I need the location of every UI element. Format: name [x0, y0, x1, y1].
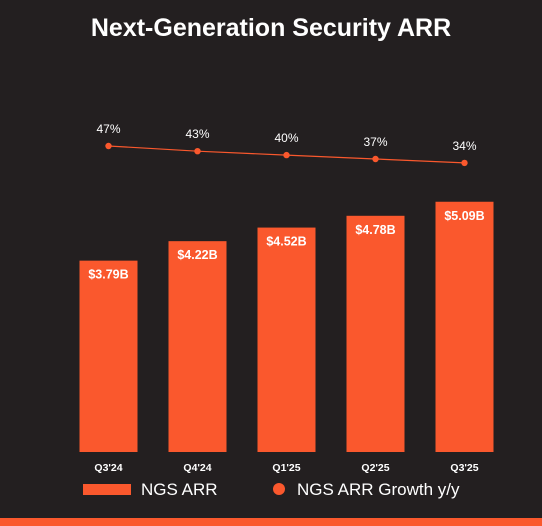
growth-point: [194, 148, 201, 155]
growth-label: 40%: [274, 131, 298, 145]
growth-line-layer: 47% 43% 40% 37% 34%: [96, 122, 477, 167]
chart-title: Next-Generation Security ARR: [91, 14, 451, 42]
ngs-arr-bar-label: $4.22B: [177, 248, 217, 262]
legend-line-marker: [273, 483, 285, 495]
x-axis-ticks: Q3'24 Q4'24 Q1'25 Q2'25 Q3'25: [94, 462, 478, 474]
ngs-arr-bar: [79, 260, 138, 452]
growth-point: [372, 155, 379, 163]
x-tick-label: Q4'24: [183, 462, 211, 474]
ngs-arr-bar: [168, 241, 227, 452]
x-tick-label: Q3'24: [94, 462, 122, 474]
ngs-arr-bar: [346, 215, 405, 452]
growth-label: 37%: [363, 135, 387, 149]
ngs-arr-bar-label: $4.52B: [266, 235, 306, 249]
x-tick-label: Q2'25: [361, 462, 389, 474]
x-tick-label: Q3'25: [450, 462, 478, 474]
ngs-arr-bar-label: $5.09B: [444, 209, 484, 223]
growth-label: 43%: [185, 127, 209, 141]
ngs-arr-bar: [257, 227, 316, 452]
growth-point: [105, 142, 112, 150]
growth-point: [461, 159, 468, 167]
growth-label: 47%: [96, 122, 120, 136]
x-tick-label: Q1'25: [272, 462, 300, 474]
bars-layer: $3.79B $4.22B $4.52B $4.78B $5.09B: [79, 201, 494, 452]
ngs-arr-bar-label: $4.78B: [355, 223, 395, 237]
growth-label: 34%: [452, 139, 476, 153]
legend-bar-label: NGS ARR: [141, 480, 218, 499]
growth-point: [283, 151, 290, 159]
ngs-arr-bar: [435, 201, 494, 452]
legend: NGS ARR NGS ARR Growth y/y: [83, 480, 460, 499]
legend-line-label: NGS ARR Growth y/y: [297, 480, 460, 499]
footer-accent-band: [0, 518, 542, 526]
ngs-arr-bar-label: $3.79B: [88, 268, 128, 282]
legend-bar-swatch: [83, 484, 131, 495]
